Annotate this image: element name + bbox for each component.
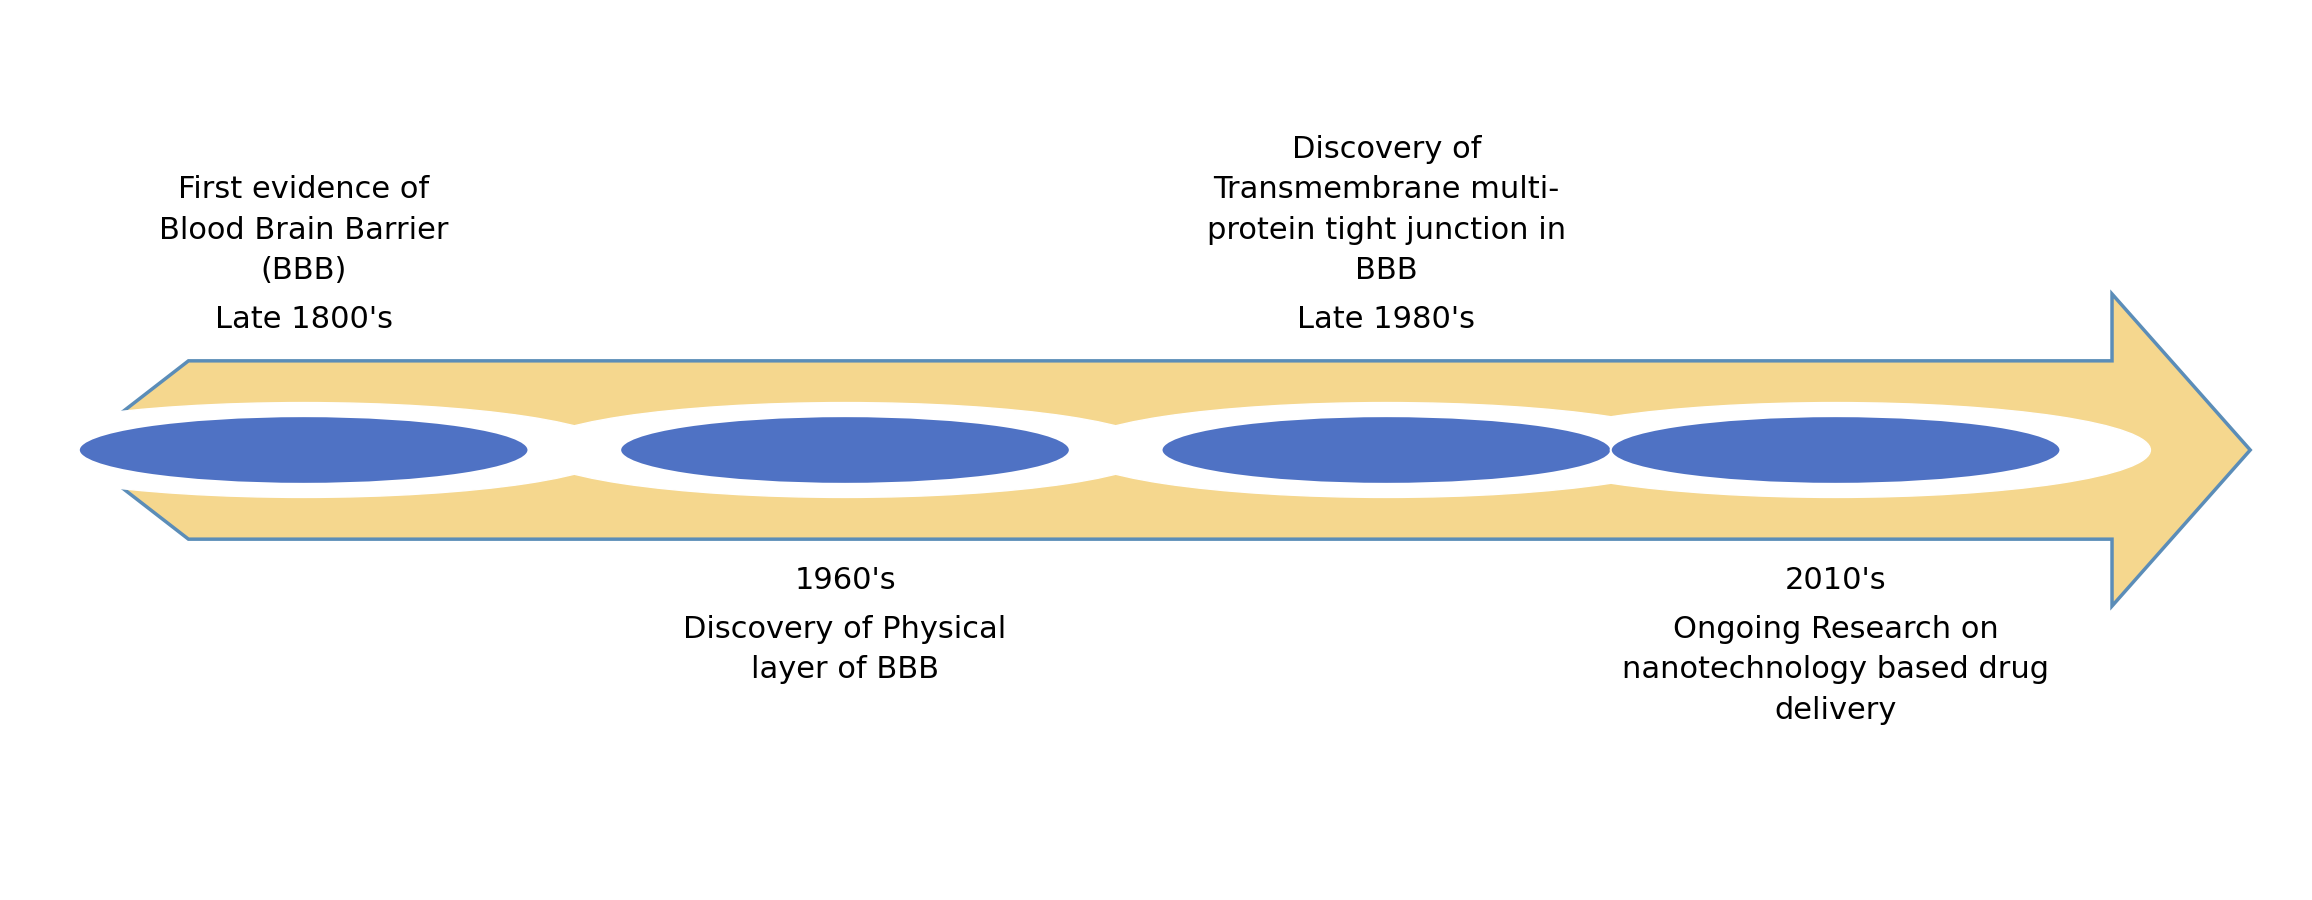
Ellipse shape (620, 416, 1070, 484)
Ellipse shape (529, 402, 1161, 498)
Text: 2010's: 2010's (1785, 566, 1887, 595)
Text: 1960's: 1960's (795, 566, 895, 595)
Ellipse shape (1161, 416, 1611, 484)
Ellipse shape (1611, 416, 2060, 484)
Text: Discovery of Physical
layer of BBB: Discovery of Physical layer of BBB (684, 615, 1006, 685)
Ellipse shape (79, 416, 529, 484)
Ellipse shape (0, 402, 620, 498)
Text: Ongoing Research on
nanotechnology based drug
delivery: Ongoing Research on nanotechnology based… (1623, 615, 2048, 725)
Polygon shape (74, 294, 2250, 606)
Text: Discovery of
Transmembrane multi-
protein tight junction in
BBB: Discovery of Transmembrane multi- protei… (1207, 134, 1565, 285)
Text: Late 1980's: Late 1980's (1297, 305, 1475, 334)
Ellipse shape (1070, 402, 1702, 498)
Text: First evidence of
Blood Brain Barrier
(BBB): First evidence of Blood Brain Barrier (B… (160, 175, 449, 285)
Ellipse shape (1521, 402, 2150, 498)
Text: Late 1800's: Late 1800's (215, 305, 393, 334)
